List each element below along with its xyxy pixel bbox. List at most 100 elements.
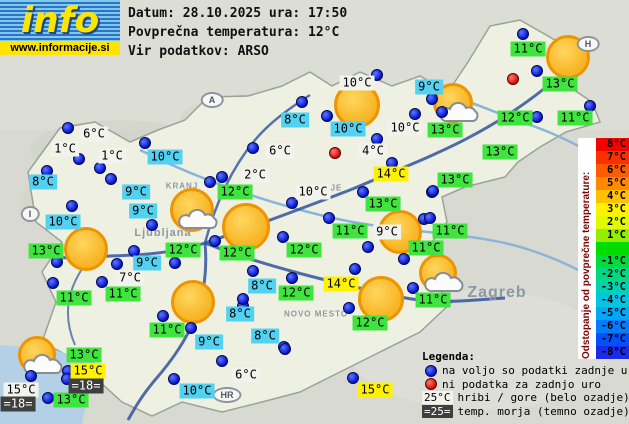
station-dot-blue [286, 272, 298, 284]
scale-row: -8°C [596, 346, 629, 359]
station-dot-blue [185, 322, 197, 334]
station-temp-label: =18= [0, 396, 36, 412]
scale-row: -6°C [596, 320, 629, 333]
legend-item-label: temp. morja (temno ozadje) [457, 404, 629, 418]
legend-item-label: hribi / gore (belo ozadje) [457, 391, 629, 405]
station-dot-blue [111, 258, 123, 270]
station-temp-label: 10°C [45, 214, 81, 230]
station-temp-label: 12°C [286, 242, 322, 258]
station-dot-blue [357, 186, 369, 198]
station-temp-label: 6°C [266, 143, 294, 159]
station-dot-blue [531, 111, 543, 123]
station-dot-blue [168, 373, 180, 385]
station-dot-blue [169, 257, 181, 269]
scale-row: -7°C [596, 333, 629, 346]
site-url-link[interactable]: www.informacije.si [0, 41, 120, 55]
station-dot-blue [427, 185, 439, 197]
station-temp-label: 10°C [147, 149, 183, 165]
station-temp-label: 13°C [53, 392, 89, 408]
header-date-line: Datum: 28.10.2025 ura: 17:50 [128, 6, 348, 21]
station-temp-label: 12°C [352, 315, 388, 331]
station-temp-label: 10°C [339, 75, 375, 91]
country-marker-h: H [576, 36, 600, 52]
station-temp-label: 13°C [542, 76, 578, 92]
station-temp-label: =18= [68, 378, 104, 394]
station-temp-label: 10°C [295, 184, 331, 200]
station-temp-label: 12°C [278, 285, 314, 301]
station-dot-blue [105, 173, 117, 185]
city-label: KRANJ [165, 181, 199, 191]
station-temp-label: 11°C [510, 41, 546, 57]
station-dot-blue [424, 212, 436, 224]
station-temp-label: 11°C [332, 223, 368, 239]
map-header: Datum: 28.10.2025 ura: 17:50 Povprečna t… [128, 4, 347, 61]
station-temp-label: 13°C [437, 172, 473, 188]
station-temp-label: 12°C [165, 242, 201, 258]
station-dot-blue [347, 372, 359, 384]
station-dot-blue [25, 370, 37, 382]
station-dot-blue [47, 277, 59, 289]
scale-title: Odstopanje od povprečne temperature: [578, 138, 596, 359]
station-dot-red [329, 147, 341, 159]
station-dot-blue [216, 355, 228, 367]
station-dot-blue [42, 392, 54, 404]
blue-dot-icon [425, 364, 437, 377]
scale-row: -3°C [596, 281, 629, 294]
station-temp-label: 11°C [415, 292, 451, 308]
scale-row [596, 242, 629, 255]
station-temp-label: 9°C [195, 334, 223, 350]
station-dot-blue [362, 241, 374, 253]
station-temp-label: 13°C [482, 144, 518, 160]
station-temp-label: 9°C [133, 255, 161, 271]
station-dot-blue [426, 93, 438, 105]
station-temp-label: 10°C [330, 121, 366, 137]
country-marker-hr: HR [212, 387, 242, 403]
station-temp-label: 15°C [357, 382, 393, 398]
sun-icon [171, 280, 215, 324]
scale-row: 4°C [596, 190, 629, 203]
scale-row: -4°C [596, 294, 629, 307]
scale-row: 8°C [596, 138, 629, 151]
scale-row: -1°C [596, 255, 629, 268]
station-temp-label: 12°C [497, 110, 533, 126]
scale-color-bar: 8°C 7°C 6°C 5°C 4°C 3°C 2°C 1°C -1°C -2°C -3°C -4°C… [596, 138, 629, 359]
station-temp-label: 14°C [373, 166, 409, 182]
header-source-line: Vir podatkov: ARSO [128, 44, 269, 59]
red-dot-icon [425, 378, 437, 391]
site-logo[interactable]: info www.informacije.si [0, 0, 120, 55]
cloud-icon [424, 271, 464, 293]
station-dot-blue [409, 108, 421, 120]
dark-sample-icon: =25= [422, 404, 453, 418]
city-label: NOVO MESTO [283, 309, 349, 319]
station-dot-blue [531, 65, 543, 77]
logo-text: info [20, 0, 100, 41]
temperature-deviation-scale: Odstopanje od povprečne temperature: 8°C… [578, 138, 629, 359]
station-temp-label: 8°C [226, 306, 254, 322]
station-temp-label: 11°C [408, 240, 444, 256]
scale-row: 5°C [596, 177, 629, 190]
station-dot-blue [436, 106, 448, 118]
station-dot-blue [321, 110, 333, 122]
legend-item: =25= temp. morja (temno ozadje) [422, 404, 629, 419]
legend-title: Legenda: [422, 350, 475, 363]
legend-item: na voljo so podatki zadnje ure [422, 364, 629, 378]
station-temp-label: 8°C [248, 278, 276, 294]
station-temp-label: 13°C [66, 347, 102, 363]
legend-item: 25°C hribi / gore (belo ozadje) [422, 391, 629, 405]
cloud-icon [178, 208, 218, 230]
legend-items: na voljo so podatki zadnje ure ni podatka… [422, 364, 629, 418]
station-temp-label: 6°C [232, 367, 260, 383]
station-temp-label: 11°C [432, 223, 468, 239]
station-dot-blue [216, 171, 228, 183]
station-temp-label: 8°C [251, 328, 279, 344]
station-dot-blue [517, 28, 529, 40]
station-temp-label: 15°C [3, 382, 39, 398]
station-temp-label: 8°C [281, 112, 309, 128]
station-temp-label: 13°C [365, 196, 401, 212]
station-temp-label: 12°C [217, 184, 253, 200]
station-temp-label: 9°C [415, 79, 443, 95]
station-temp-label: 14°C [323, 276, 359, 292]
station-temp-label: 13°C [427, 122, 463, 138]
